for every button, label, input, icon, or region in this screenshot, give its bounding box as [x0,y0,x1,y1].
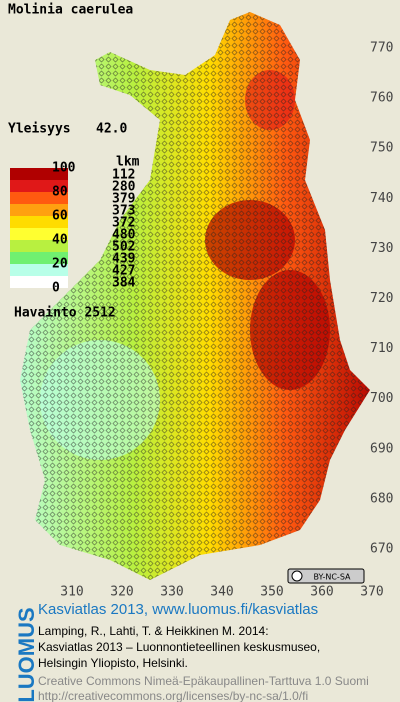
x-grid-label: 330 [160,585,183,600]
legend-scale-label: 40 [52,233,68,248]
legend-scale-label: 20 [52,257,68,272]
y-grid-label: 670 [370,542,393,557]
x-grid-label: 350 [260,585,283,600]
observations: Havainto 2512 [14,306,116,321]
legend-swatch [10,228,68,240]
legend-swatch [10,240,68,252]
x-grid-label: 310 [60,585,83,600]
legend-swatch [10,276,68,288]
x-grid-label: 320 [110,585,133,600]
legend-count: 502 [112,240,135,255]
count-header: lkm [116,155,140,170]
footer-heading: Kasviatlas 2013, www.luomus.fi/kasviatla… [38,601,318,618]
legend-count: 112 [112,168,135,183]
legend-count: 384 [112,276,136,291]
license-line: Creative Commons Nimeä-Epäkaupallinen-Ta… [38,674,369,688]
legend-scale-label: 100 [52,161,76,176]
frequency-value: 42.0 [96,122,127,137]
badge-text: BY-NC-SA [313,573,351,582]
legend-swatch [10,180,68,192]
license-line: http://creativecommons.org/licenses/by-n… [38,689,308,702]
y-grid-label: 740 [370,191,393,206]
y-grid-label: 750 [370,141,393,156]
legend-count: 280 [112,180,136,195]
y-grid-label: 760 [370,91,393,106]
legend-count: 439 [112,252,135,267]
x-grid-label: 340 [210,585,233,600]
y-grid-label: 690 [370,441,393,456]
legend-count: 427 [112,264,135,279]
legend-count: 379 [112,192,135,207]
legend-swatch [10,204,68,216]
legend-scale-label: 80 [52,185,68,200]
legend-scale-label: 60 [52,209,68,224]
legend-swatch [10,252,68,264]
logo: LUOMUS [14,607,39,702]
frequency-label: Yleisyys [8,122,71,137]
legend-swatch [10,264,68,276]
x-grid-label: 370 [360,585,383,600]
y-grid-label: 720 [370,291,393,306]
license-badge: BY-NC-SA [287,568,365,584]
y-grid-label: 730 [370,241,393,256]
y-grid-label: 710 [370,341,393,356]
legend-count: 372 [112,216,135,231]
y-grid-label: 770 [370,41,393,56]
species-title: Molinia caerulea [8,3,133,18]
y-grid-label: 700 [370,391,393,406]
y-grid-label: 680 [370,491,393,506]
citation-line: Helsingin Yliopisto, Helsinki. [38,656,188,670]
legend-swatch [10,168,68,180]
legend-count: 480 [112,228,136,243]
legend-swatch [10,192,68,204]
citation-line: Kasviatlas 2013 – Luonnontieteellinen ke… [38,640,320,654]
legend-scale-label: 0 [52,281,60,296]
legend-swatch [10,216,68,228]
x-grid-label: 360 [310,585,333,600]
citation-line: Lamping, R., Lahti, T. & Heikkinen M. 20… [38,624,269,638]
legend-count: 373 [112,204,135,219]
